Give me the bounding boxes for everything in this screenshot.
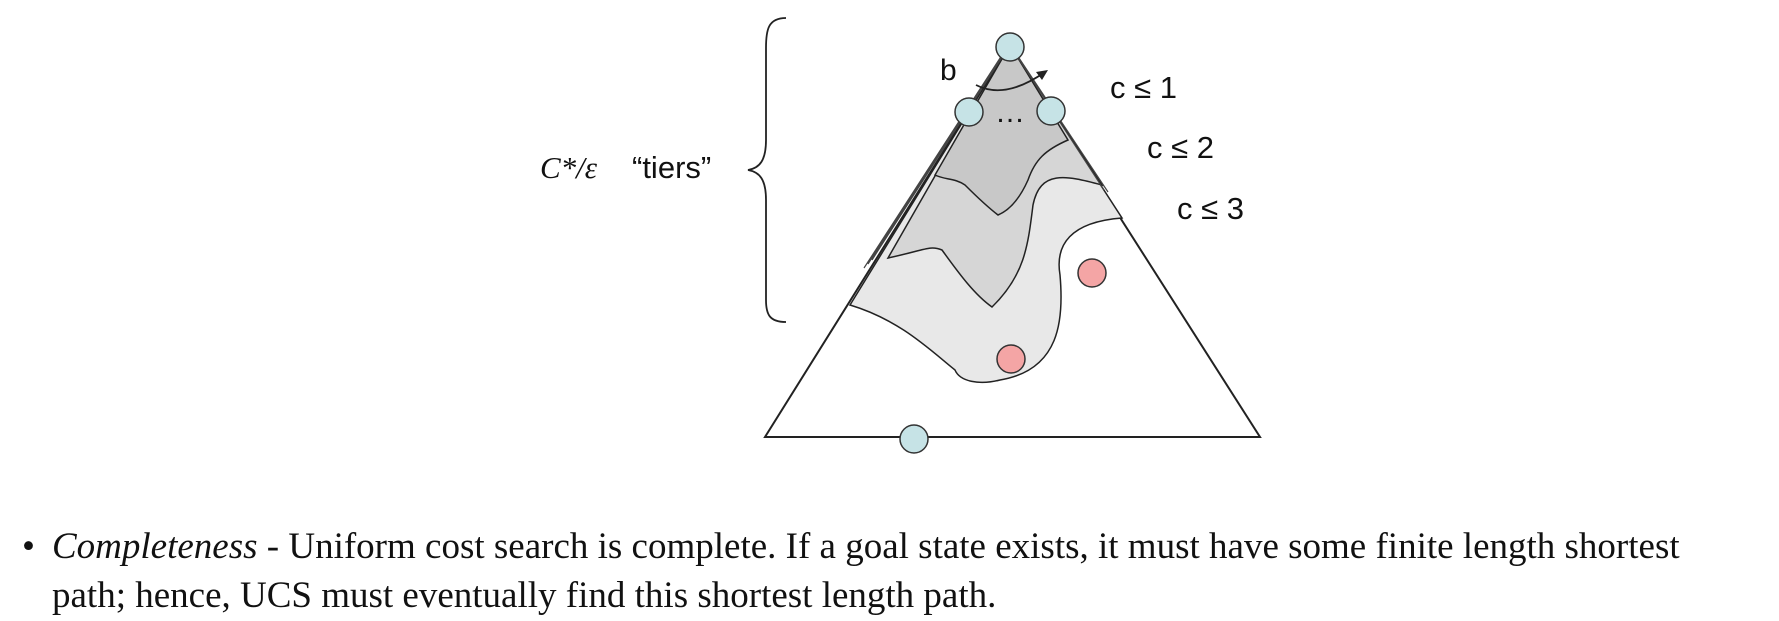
ucs-tiers-diagram: … b c ≤ 1 c ≤ 2 c ≤ 3 C*/ε “tiers”: [540, 17, 1262, 454]
root-node: [995, 32, 1025, 62]
tiers-expression: C*/ε: [540, 150, 598, 185]
cost-label-3: c ≤ 3: [1177, 191, 1244, 226]
branching-arrow-icon: [1036, 70, 1048, 80]
tiers-brace: [747, 17, 787, 323]
tiers-word: “tiers”: [632, 150, 711, 185]
bullet-row: • Completeness - Uniform cost search is …: [22, 522, 1762, 620]
cost-label-2: c ≤ 2: [1147, 130, 1214, 165]
frontier-node-left: [954, 97, 984, 127]
bottom-node: [899, 424, 929, 454]
branching-label: b: [940, 54, 957, 87]
goal-node-1: [1077, 258, 1107, 288]
branching-arc: [975, 71, 1046, 92]
completeness-bullet: • Completeness - Uniform cost search is …: [22, 522, 1762, 620]
ellipsis-label: …: [995, 96, 1025, 129]
bullet-symbol: •: [22, 526, 35, 567]
tier-1-region: [933, 43, 1070, 216]
bullet-text: - Uniform cost search is complete. If a …: [52, 526, 1680, 616]
cost-label-1: c ≤ 1: [1110, 70, 1177, 105]
goal-node-2: [996, 344, 1026, 374]
frontier-node-right: [1036, 96, 1066, 126]
bullet-term: Completeness: [52, 526, 258, 567]
